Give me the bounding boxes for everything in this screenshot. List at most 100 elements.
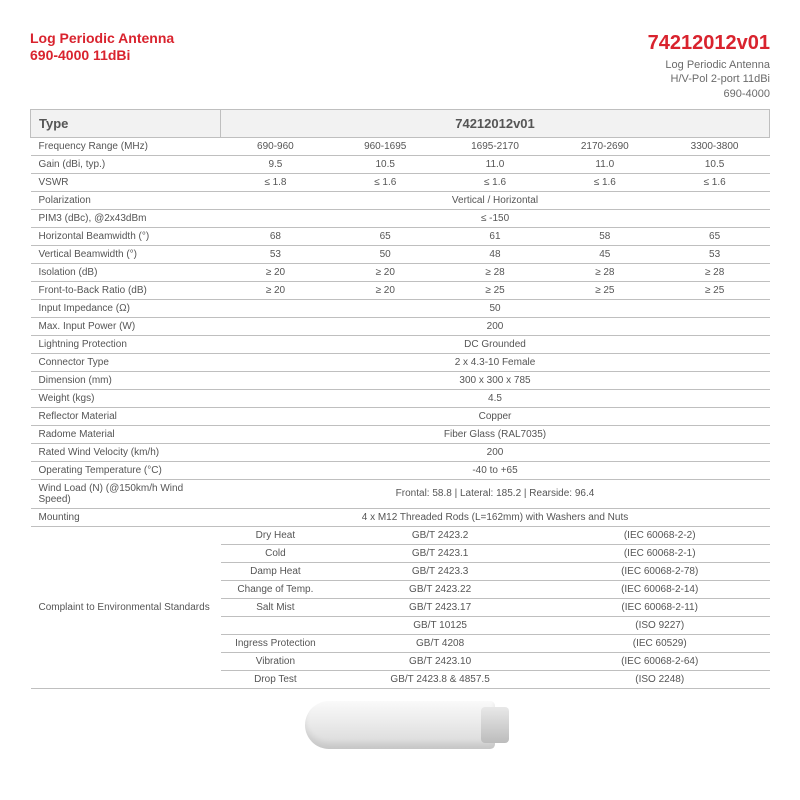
row-value: 200	[221, 443, 770, 461]
row-cell: 11.0	[550, 155, 660, 173]
env-name: Cold	[221, 544, 331, 562]
row-cell: 10.5	[660, 155, 770, 173]
table-row: Rated Wind Velocity (km/h)200	[31, 443, 770, 461]
row-cell: ≥ 20	[221, 263, 331, 281]
env-name: Vibration	[221, 652, 331, 670]
row-label: VSWR	[31, 173, 221, 191]
pim-row: PIM3 (dBc), @2x43dBm ≤ -150	[31, 209, 770, 227]
right-title-block: 74212012v01 Log Periodic Antenna H/V-Pol…	[648, 30, 770, 101]
row-cell: 68	[221, 227, 331, 245]
row-value: -40 to +65	[221, 461, 770, 479]
row-label: Max. Input Power (W)	[31, 317, 221, 335]
table-row: Horizontal Beamwidth (°)6865615865	[31, 227, 770, 245]
env-name: Dry Heat	[221, 526, 331, 544]
env-iec: (IEC 60068-2-2)	[550, 526, 770, 544]
row-cell: 61	[440, 227, 550, 245]
table-row: Vertical Beamwidth (°)5350484553	[31, 245, 770, 263]
title-line2: 690-4000 11dBi	[30, 47, 174, 64]
row-value: 50	[221, 299, 770, 317]
row-label: Input Impedance (Ω)	[31, 299, 221, 317]
type-label: Type	[31, 109, 221, 137]
env-name: Drop Test	[221, 670, 331, 688]
left-title: Log Periodic Antenna 690-4000 11dBi	[30, 30, 174, 64]
row-value: 200	[221, 317, 770, 335]
table-row: Weight (kgs)4.5	[31, 389, 770, 407]
row-cell: ≥ 28	[440, 263, 550, 281]
row-label: Vertical Beamwidth (°)	[31, 245, 221, 263]
env-iec: (ISO 9227)	[550, 616, 770, 634]
env-std: GB/T 2423.22	[330, 580, 550, 598]
env-iec: (IEC 60068-2-78)	[550, 562, 770, 580]
polarization-row: Polarization Vertical / Horizontal	[31, 191, 770, 209]
env-iec: (IEC 60068-2-14)	[550, 580, 770, 598]
table-row: Gain (dBi, typ.)9.510.511.011.010.5	[31, 155, 770, 173]
table-row: Radome MaterialFiber Glass (RAL7035)	[31, 425, 770, 443]
row-label: Lightning Protection	[31, 335, 221, 353]
table-row: Wind Load (N) (@150km/h Wind Speed)Front…	[31, 479, 770, 508]
row-label: Weight (kgs)	[31, 389, 221, 407]
row-value: 300 x 300 x 785	[221, 371, 770, 389]
row-label: Connector Type	[31, 353, 221, 371]
env-iec: (IEC 60068-2-64)	[550, 652, 770, 670]
row-cell: 960-1695	[330, 137, 440, 155]
env-name: Damp Heat	[221, 562, 331, 580]
table-row: Isolation (dB)≥ 20≥ 20≥ 28≥ 28≥ 28	[31, 263, 770, 281]
row-cell: 65	[660, 227, 770, 245]
row-cell: ≤ 1.8	[221, 173, 331, 191]
row-value: 4.5	[221, 389, 770, 407]
row-label: Frequency Range (MHz)	[31, 137, 221, 155]
row-label: Gain (dBi, typ.)	[31, 155, 221, 173]
env-name: Ingress Protection	[221, 634, 331, 652]
row-cell: 53	[221, 245, 331, 263]
row-cell: 3300-3800	[660, 137, 770, 155]
row-value: Fiber Glass (RAL7035)	[221, 425, 770, 443]
row-cell: 53	[660, 245, 770, 263]
row-value: 2 x 4.3-10 Female	[221, 353, 770, 371]
row-value: ≤ -150	[221, 209, 770, 227]
right-line1: Log Periodic Antenna	[648, 58, 770, 72]
env-name	[221, 616, 331, 634]
right-line3: 690-4000	[648, 87, 770, 101]
row-cell: 9.5	[221, 155, 331, 173]
row-cell: ≤ 1.6	[330, 173, 440, 191]
table-row: Mounting4 x M12 Threaded Rods (L=162mm) …	[31, 508, 770, 526]
env-std: GB/T 2423.10	[330, 652, 550, 670]
model-number: 74212012v01	[648, 30, 770, 56]
row-value: DC Grounded	[221, 335, 770, 353]
row-label: Isolation (dB)	[31, 263, 221, 281]
row-value: Frontal: 58.8 | Lateral: 185.2 | Rearsid…	[221, 479, 770, 508]
type-header-row: Type 74212012v01	[31, 109, 770, 137]
table-row: VSWR≤ 1.8≤ 1.6≤ 1.6≤ 1.6≤ 1.6	[31, 173, 770, 191]
spec-table: Type 74212012v01 Frequency Range (MHz)69…	[30, 109, 770, 689]
env-std: GB/T 2423.8 & 4857.5	[330, 670, 550, 688]
row-label: Reflector Material	[31, 407, 221, 425]
env-std: GB/T 2423.2	[330, 526, 550, 544]
row-cell: 58	[550, 227, 660, 245]
row-label: Mounting	[31, 508, 221, 526]
antenna-illustration	[305, 701, 495, 749]
table-row: Max. Input Power (W)200	[31, 317, 770, 335]
table-row: Dimension (mm)300 x 300 x 785	[31, 371, 770, 389]
row-label: Rated Wind Velocity (km/h)	[31, 443, 221, 461]
row-cell: ≥ 28	[550, 263, 660, 281]
row-label: Dimension (mm)	[31, 371, 221, 389]
env-std: GB/T 2423.17	[330, 598, 550, 616]
row-cell: ≥ 28	[660, 263, 770, 281]
row-cell: ≤ 1.6	[550, 173, 660, 191]
row-cell: 50	[330, 245, 440, 263]
row-cell: ≥ 20	[221, 281, 331, 299]
row-cell: 45	[550, 245, 660, 263]
env-label: Complaint to Environmental Standards	[31, 526, 221, 688]
row-cell: 1695-2170	[440, 137, 550, 155]
type-value: 74212012v01	[221, 109, 770, 137]
env-iec: (IEC 60529)	[550, 634, 770, 652]
table-row: Input Impedance (Ω)50	[31, 299, 770, 317]
table-row: Connector Type2 x 4.3-10 Female	[31, 353, 770, 371]
env-std: GB/T 4208	[330, 634, 550, 652]
row-cell: ≥ 25	[660, 281, 770, 299]
env-std: GB/T 10125	[330, 616, 550, 634]
table-row: Frequency Range (MHz)690-960960-16951695…	[31, 137, 770, 155]
row-value: Copper	[221, 407, 770, 425]
env-std: GB/T 2423.1	[330, 544, 550, 562]
row-cell: 11.0	[440, 155, 550, 173]
